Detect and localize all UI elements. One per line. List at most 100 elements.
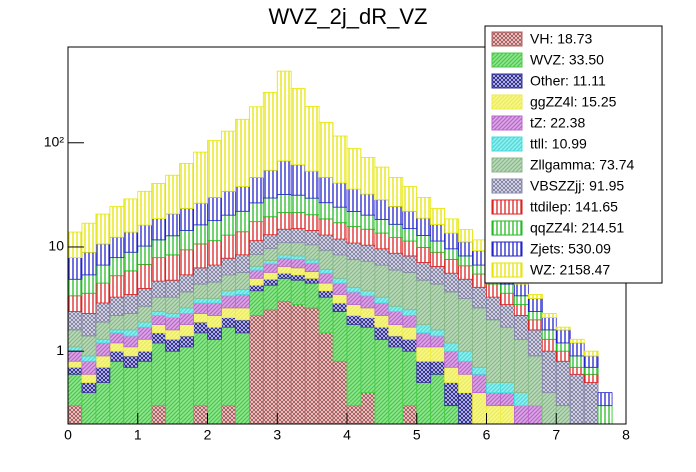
histogram-bar	[67, 373, 83, 407]
histogram-bar	[81, 292, 97, 314]
histogram-bar	[262, 197, 278, 218]
histogram-bar	[430, 283, 446, 331]
histogram-bar	[165, 317, 180, 331]
histogram-bar	[597, 405, 613, 425]
histogram-bar	[430, 335, 446, 348]
histogram-bar	[318, 332, 334, 425]
histogram-bar	[374, 315, 390, 328]
legend-swatch	[491, 220, 523, 236]
histogram-bar	[290, 88, 306, 166]
histogram-bar	[374, 302, 390, 316]
histogram-bar	[123, 355, 139, 368]
histogram-bar	[304, 105, 320, 172]
histogram-bar	[346, 324, 362, 407]
histogram-bar	[527, 311, 543, 321]
legend-swatch	[491, 73, 523, 89]
histogram-bar	[290, 194, 306, 213]
histogram-bar	[374, 264, 390, 298]
histogram-bar	[444, 218, 459, 234]
legend-swatch	[491, 199, 523, 215]
x-tick-label: 6	[483, 427, 491, 443]
histogram-bar	[248, 202, 264, 223]
histogram-bar	[583, 382, 599, 425]
histogram-bar	[193, 332, 208, 407]
histogram-bar	[486, 296, 501, 321]
histogram-bar	[81, 335, 97, 357]
histogram-bar	[234, 186, 250, 212]
histogram-bar	[583, 373, 599, 383]
histogram-bar	[416, 346, 432, 362]
histogram-bar	[151, 239, 167, 259]
histogram-bar	[332, 302, 348, 312]
histogram-bar	[262, 263, 278, 273]
histogram-bar	[416, 262, 432, 281]
histogram-bar	[360, 214, 376, 230]
histogram-bar	[95, 355, 111, 368]
histogram-bar	[388, 269, 404, 307]
histogram-bar	[151, 280, 167, 298]
histogram-bar	[262, 234, 278, 249]
histogram-bar	[541, 350, 557, 394]
histogram-bar	[304, 277, 320, 284]
histogram-bar	[304, 282, 320, 309]
histogram-bar	[276, 70, 292, 162]
histogram-bar	[360, 326, 376, 394]
histogram-bar	[165, 350, 180, 425]
histogram-bar	[486, 382, 501, 394]
histogram-bar	[402, 210, 418, 230]
histogram-bar	[444, 350, 459, 368]
histogram-bar	[262, 216, 278, 236]
histogram-bar	[221, 317, 236, 328]
histogram-bar	[165, 279, 180, 298]
histogram-bar	[318, 249, 334, 270]
histogram-bar	[318, 272, 334, 284]
histogram-bar	[67, 278, 83, 297]
histogram-bar	[318, 268, 334, 274]
histogram-bar	[402, 255, 418, 273]
histogram-bar	[597, 392, 613, 407]
histogram-bar	[67, 346, 83, 352]
histogram-bar	[569, 366, 585, 375]
histogram-bar	[444, 248, 459, 260]
histogram-bar	[458, 229, 473, 243]
legend-label: VBSZZjj: 91.95	[530, 178, 624, 194]
histogram-bar	[193, 313, 208, 323]
histogram-bar	[416, 324, 432, 334]
histogram-bar	[151, 183, 167, 220]
histogram-bar	[555, 326, 571, 331]
legend-label: ttll: 10.99	[530, 136, 587, 152]
histogram-bar	[81, 392, 97, 425]
histogram-bar	[234, 332, 250, 425]
histogram-bar	[500, 283, 515, 294]
histogram-bar	[304, 214, 320, 231]
histogram-bar	[221, 257, 236, 276]
histogram-bar	[555, 405, 571, 425]
histogram-bar	[472, 392, 487, 425]
histogram-bar	[583, 366, 599, 375]
histogram-bar	[165, 213, 180, 237]
histogram-bar	[374, 166, 390, 201]
histogram-bar	[123, 198, 139, 233]
histogram-bar	[472, 239, 487, 252]
histogram-bar	[374, 338, 390, 425]
histogram-bar	[221, 290, 236, 297]
histogram-bar	[123, 346, 139, 357]
histogram-bar	[137, 288, 153, 307]
histogram-bar	[179, 307, 194, 314]
histogram-bar	[527, 294, 543, 299]
histogram-bar	[346, 148, 362, 190]
histogram-bar	[346, 291, 362, 305]
histogram-bar	[248, 269, 264, 279]
histogram-bar	[137, 338, 153, 352]
x-tick-label: 5	[413, 427, 421, 443]
histogram-bar	[374, 199, 390, 220]
histogram-bar	[95, 382, 111, 425]
histogram-bar	[262, 260, 278, 265]
histogram-bar	[555, 350, 571, 362]
histogram-bar	[137, 360, 153, 425]
histogram-bar	[402, 240, 418, 257]
histogram-bar	[332, 135, 348, 184]
histogram-bar	[346, 188, 362, 212]
histogram-bar	[193, 224, 208, 245]
histogram-bar	[360, 157, 376, 195]
